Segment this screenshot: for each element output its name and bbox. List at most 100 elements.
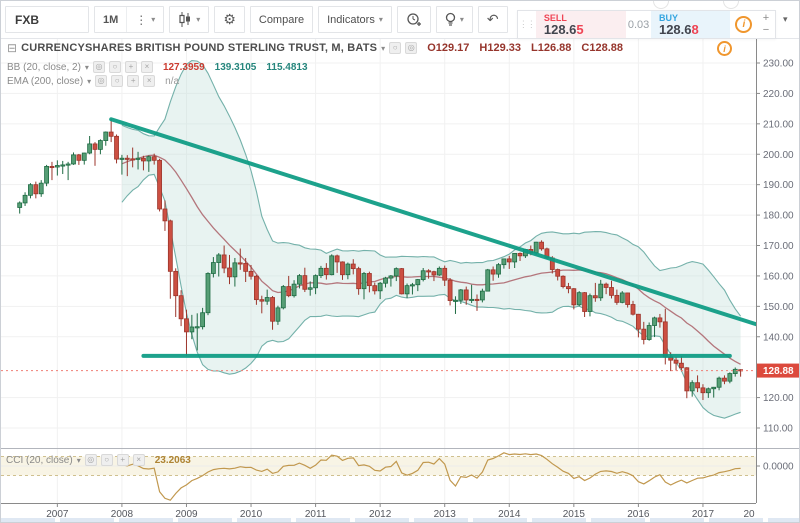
settings-icon[interactable]: ○ [100,454,113,466]
sell-button[interactable]: SELL 128.65 [535,11,627,38]
bb-basis-value: 127.3959 [162,61,205,73]
quote-info-area: i + − [730,11,775,38]
last-price-tag [757,363,799,378]
undo-icon: ↶ [486,11,499,27]
bb-lower-line [121,173,741,419]
symbol-legend-row: ⊟ CURRENCYSHARES BRITISH POUND STERLING … [7,42,623,54]
cci-indicator-label[interactable]: CCI (20, close) [6,454,73,466]
compare-group: Compare [249,6,314,33]
svg-text:2017: 2017 [692,509,715,520]
collapse-icon[interactable]: ⊟ [7,41,18,55]
svg-text:230.00: 230.00 [763,59,794,70]
interval-menu-button[interactable]: ⋮ ▾ [126,7,163,32]
legend-quick-icon[interactable]: ◎ [405,42,418,54]
chart-legend: ⊟ CURRENCYSHARES BRITISH POUND STERLING … [7,42,623,87]
ema-indicator-label[interactable]: EMA (200, close) [7,75,84,87]
cci-indicator-row: CCI (20, close) ▾ ◎ ○ + × 23.2063 [6,454,191,466]
lightbulb-icon [445,12,455,26]
interval-button[interactable]: 1M [95,7,126,32]
settings-button[interactable]: ⚙ [215,7,244,32]
svg-text:200.00: 200.00 [763,150,794,161]
price-pane [1,60,756,419]
svg-text:2010: 2010 [240,509,263,520]
svg-text:180.00: 180.00 [763,211,794,222]
close-icon[interactable]: × [143,75,156,87]
buy-label: BUY [658,13,678,23]
svg-text:140.00: 140.00 [763,332,794,343]
info-icon: i [717,41,732,56]
plus-icon[interactable]: + [116,454,129,466]
kebab-icon: ⋮ [135,12,148,27]
time-axis: 2007 2008 2009 2010 2011 2012 2013 2014 2015 2016… [46,503,755,520]
svg-text:150.00: 150.00 [763,302,794,313]
indicators-group: Indicators ▾ [318,6,392,33]
svg-text:2013: 2013 [434,509,457,520]
symbol-title[interactable]: CURRENCYSHARES BRITISH POUND STERLING TR… [21,42,378,54]
compare-button[interactable]: Compare [251,7,312,32]
svg-text:220.00: 220.00 [763,89,794,100]
quote-collapse-button[interactable]: − [762,24,770,36]
bottom-range-bar[interactable] [1,518,799,522]
add-alert-button[interactable] [398,7,430,32]
legend-quick-icon[interactable]: ○ [389,42,402,54]
svg-text:128.88: 128.88 [763,366,794,377]
chevron-down-icon: ▾ [151,15,156,24]
chart-style-button[interactable]: ▾ [170,7,208,32]
eye-icon[interactable]: ◎ [92,61,105,73]
price-axis: 230.00 220.00 210.00 200.00 190.00 180.00 170.… [756,59,794,473]
symbol-input[interactable]: FXB [5,6,89,33]
bb-fill [121,60,741,419]
interval-label: 1M [103,13,119,26]
info-icon[interactable]: i [735,16,753,33]
indicators-button[interactable]: Indicators ▾ [319,7,391,32]
price-chart[interactable]: 230.00 220.00 210.00 200.00 190.00 180.00 170.… [1,39,800,523]
settings-icon[interactable]: ○ [111,75,124,87]
ideas-button[interactable]: ▾ [437,7,472,32]
alert-clock-icon [407,13,421,26]
chevron-down-icon[interactable]: ▾ [76,455,81,465]
bb-indicator-label[interactable]: BB (20, close, 2) [7,61,81,73]
close-icon[interactable]: × [140,61,153,73]
gear-icon: ⚙ [223,11,236,27]
toolbar-collapse-caret[interactable]: ▾ [783,14,788,24]
ideas-group: ▾ [435,6,473,33]
close-icon[interactable]: × [132,454,145,466]
alert-group [396,6,431,33]
svg-text:2015: 2015 [563,509,586,520]
svg-text:210.00: 210.00 [763,119,794,130]
svg-text:170.00: 170.00 [763,241,794,252]
svg-text:120.00: 120.00 [763,393,794,404]
svg-text:2008: 2008 [111,509,134,520]
svg-text:110.00: 110.00 [763,424,793,435]
eye-icon[interactable]: ◎ [95,75,108,87]
settings-icon[interactable]: ○ [108,61,121,73]
sell-label: SELL [543,13,567,23]
undo-group: ↶ [477,6,508,33]
quote-panel: ⋮⋮ SELL 128.65 0.03 BUY 128.68 i + − [517,10,776,39]
undo-button[interactable]: ↶ [479,7,507,32]
chart-info-button[interactable]: i [717,41,732,56]
chevron-down-icon: ▾ [196,15,201,24]
plus-icon[interactable]: + [127,75,140,87]
buy-price: 128.68 [658,22,699,37]
chevron-down-icon[interactable]: ▾ [87,76,92,86]
trend-line [109,117,756,327]
bb-indicator-row: BB (20, close, 2) ▾ ◎ ○ + × 127.3959 139… [7,61,623,73]
drag-handle-icon[interactable]: ⋮⋮ [518,19,536,29]
plus-icon[interactable]: + [124,61,137,73]
eye-icon[interactable]: ◎ [84,454,97,466]
buy-button[interactable]: BUY 128.68 [650,11,731,38]
settings-group: ⚙ [214,6,245,33]
chevron-down-icon[interactable]: ▾ [84,62,89,72]
cci-line [121,452,741,501]
interval-group: 1M ⋮ ▾ [94,6,165,33]
svg-text:160.00: 160.00 [763,271,794,282]
svg-text:0.0000: 0.0000 [763,462,794,473]
svg-text:2011: 2011 [305,509,327,520]
chart-style-group: ▾ [169,6,210,33]
quote-expand-button[interactable]: + [762,12,770,24]
chevron-down-icon: ▾ [459,15,464,24]
chevron-down-icon[interactable]: ▾ [381,43,386,53]
bb-upper-line [121,60,742,317]
ema-indicator-row: EMA (200, close) ▾ ◎ ○ + × n/a [7,75,623,87]
